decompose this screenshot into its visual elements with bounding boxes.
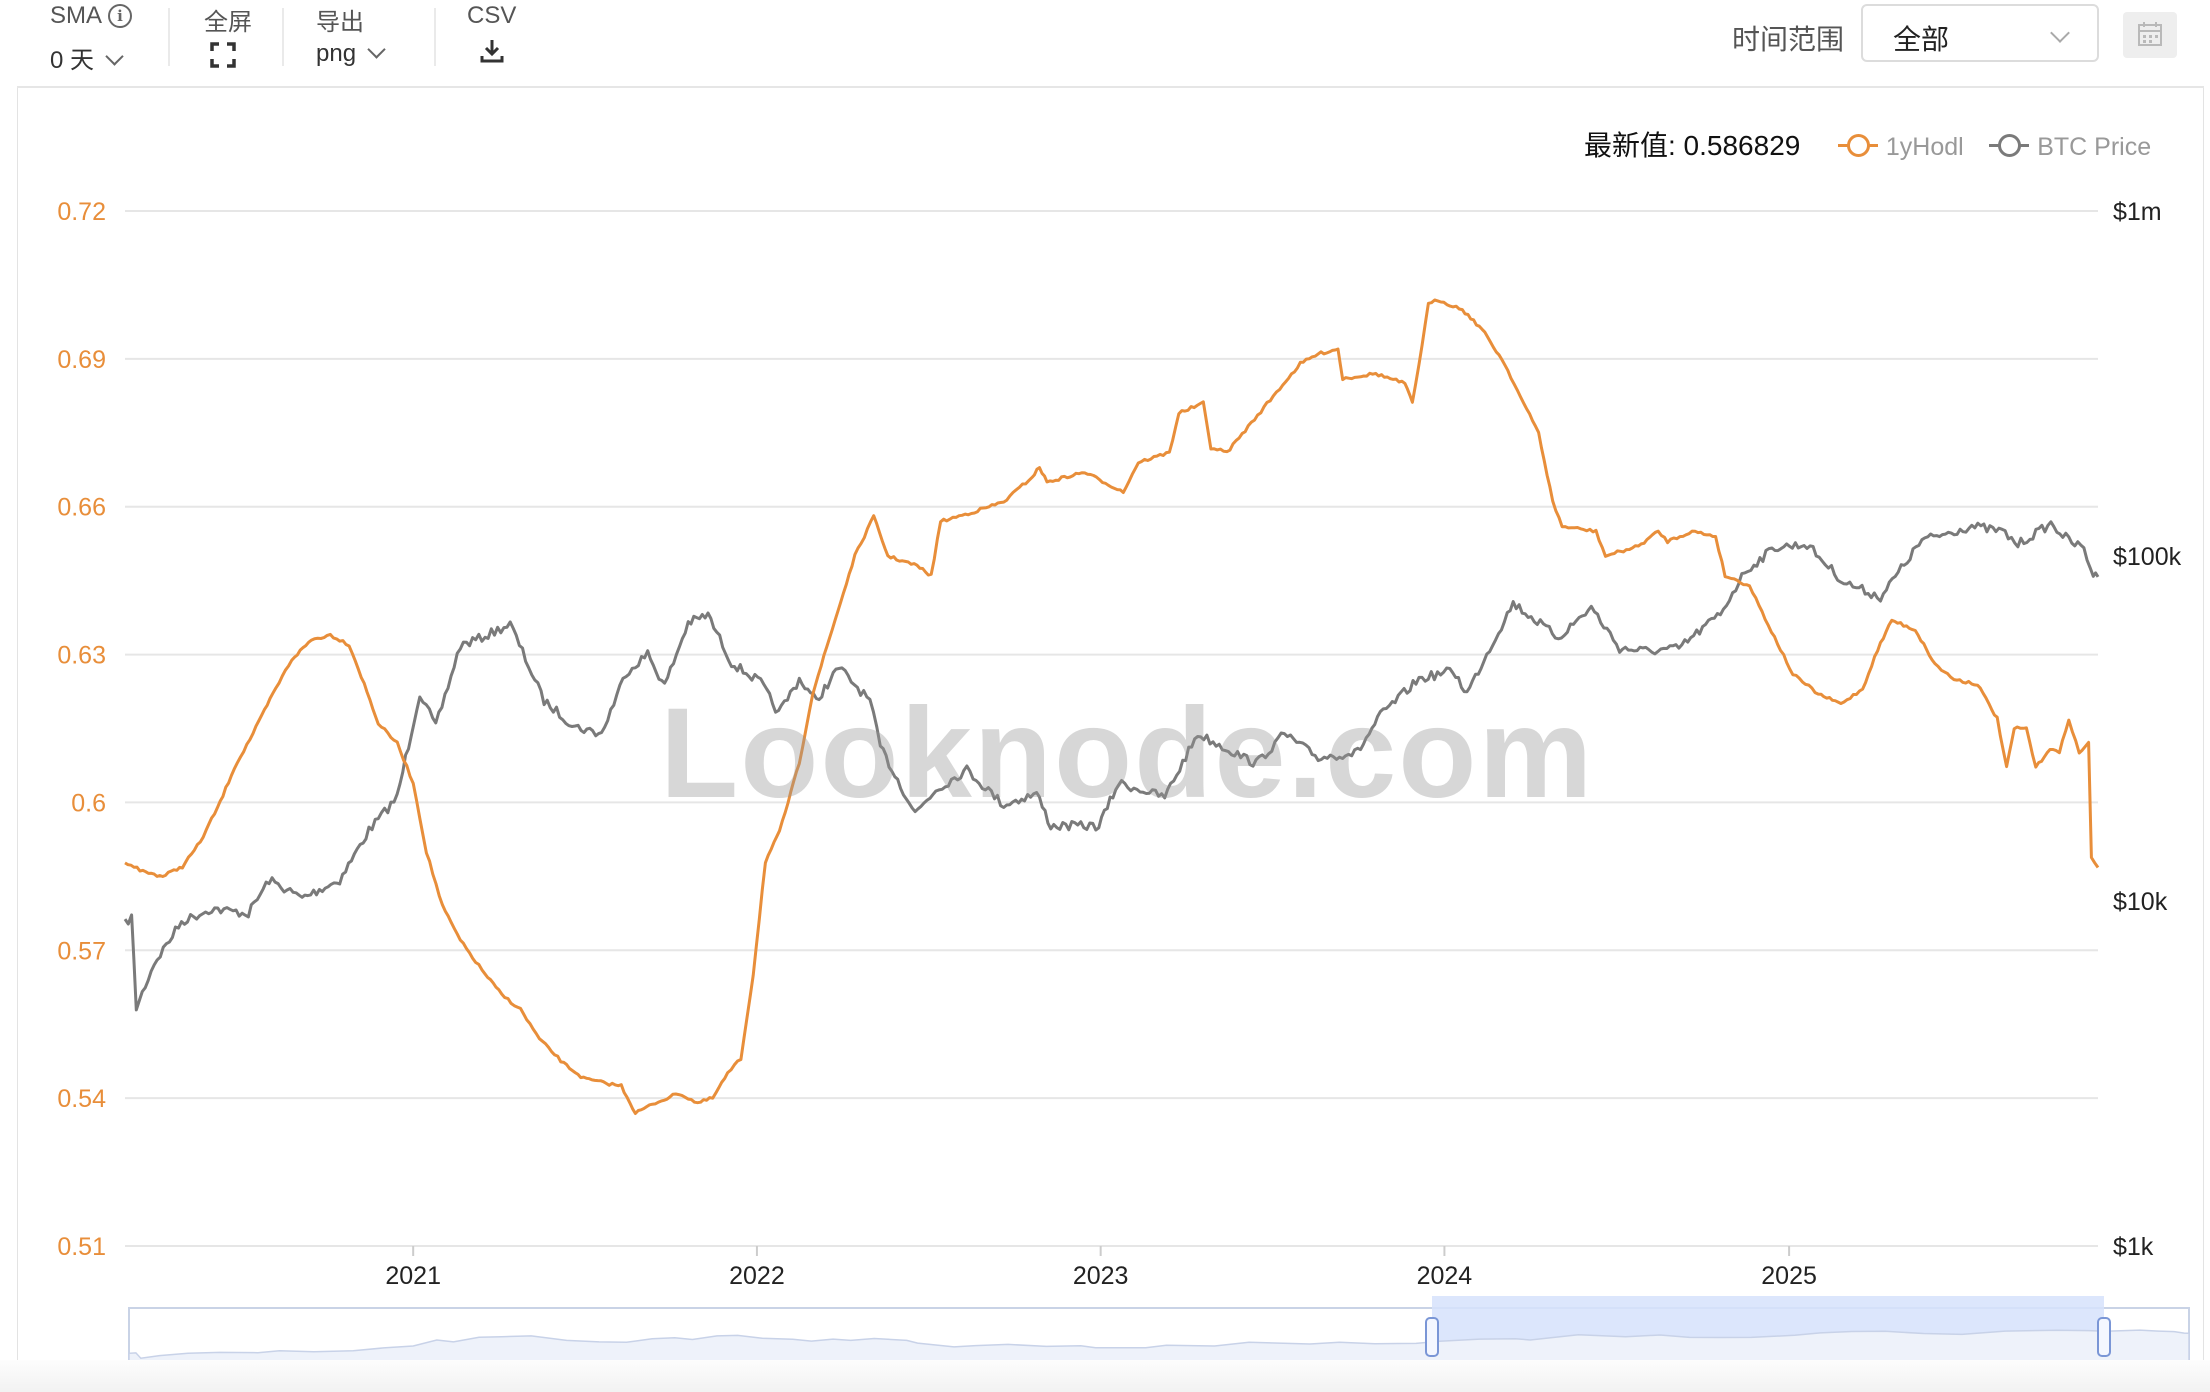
csv-label: CSV bbox=[467, 2, 517, 29]
y-right-tick-label: $1m bbox=[2113, 198, 2162, 226]
y-left-tick-label: 0.69 bbox=[57, 346, 106, 374]
chart-panel bbox=[17, 0, 2204, 1392]
x-tick-label: 2022 bbox=[729, 1262, 785, 1290]
toolbar-divider bbox=[168, 8, 170, 66]
sma-dropdown[interactable]: 0 天 bbox=[50, 40, 124, 75]
navigator-left-handle[interactable] bbox=[1425, 1317, 1439, 1357]
line-marker-icon bbox=[1837, 132, 1878, 158]
line-marker-icon bbox=[1989, 132, 2030, 158]
y-left-tick-label: 0.51 bbox=[57, 1233, 106, 1261]
y-left-tick-label: 0.63 bbox=[57, 642, 106, 670]
fullscreen-control[interactable]: 全屏 bbox=[204, 0, 284, 88]
navigator-right-handle[interactable] bbox=[2097, 1317, 2111, 1357]
x-tick-label: 2024 bbox=[1417, 1262, 1473, 1290]
info-icon[interactable]: i bbox=[108, 4, 133, 28]
x-tick-label: 2025 bbox=[1761, 1262, 1817, 1290]
chart-toolbar: SMA i 0 天 全屏 导出 png CSV 时间范围 全部 bbox=[17, 0, 2204, 88]
navigator-series-preview bbox=[128, 1329, 2190, 1365]
download-icon[interactable] bbox=[480, 38, 504, 71]
legend-label-1yhodl: 1yHodl bbox=[1885, 133, 1964, 161]
y-left-tick-label: 0.54 bbox=[57, 1085, 106, 1113]
y-left-tick-label: 0.66 bbox=[57, 494, 106, 522]
y-left-tick-label: 0.6 bbox=[71, 789, 106, 817]
calendar-icon bbox=[2138, 22, 2162, 46]
fullscreen-icon[interactable] bbox=[210, 42, 236, 75]
calendar-button[interactable] bbox=[2123, 12, 2177, 58]
y-right-tick-label: $1k bbox=[2113, 1233, 2154, 1261]
sma-label: SMA bbox=[50, 2, 103, 29]
csv-control[interactable]: CSV bbox=[467, 0, 527, 88]
sma-control[interactable]: SMA i 0 天 bbox=[50, 0, 170, 88]
legend-label-btc-price: BTC Price bbox=[2037, 133, 2152, 161]
y-right-tick-label: $100k bbox=[2113, 543, 2182, 571]
1yhodl-line[interactable] bbox=[124, 298, 2100, 1115]
toolbar-divider bbox=[434, 8, 436, 66]
btc-price-line[interactable] bbox=[123, 520, 2100, 1012]
time-range-label: 时间范围 bbox=[1731, 24, 1844, 55]
x-tick-label: 2023 bbox=[1073, 1262, 1129, 1290]
bottom-fade bbox=[0, 1360, 2210, 1392]
toolbar-divider bbox=[282, 8, 284, 66]
export-label: 导出 bbox=[316, 9, 364, 36]
export-format-dropdown[interactable]: png bbox=[316, 40, 386, 68]
x-tick-label: 2021 bbox=[385, 1262, 441, 1290]
y-right-tick-label: $10k bbox=[2113, 888, 2168, 916]
export-control[interactable]: 导出 png bbox=[316, 0, 416, 88]
sma-value: 0 天 bbox=[50, 47, 95, 74]
legend-item-btc-price[interactable]: BTC Price bbox=[1989, 133, 2151, 162]
fullscreen-label: 全屏 bbox=[204, 9, 252, 36]
chart-legend: 最新值: 0.586829 1yHodl BTC Price bbox=[1584, 124, 2151, 164]
legend-item-1yhodl[interactable]: 1yHodl bbox=[1837, 132, 1964, 162]
latest-value: 最新值: 0.586829 bbox=[1584, 130, 1801, 161]
time-range-value: 全部 bbox=[1893, 24, 1950, 55]
export-format-value: png bbox=[316, 40, 357, 67]
time-range-select[interactable]: 全部 bbox=[1861, 4, 2099, 62]
y-left-tick-label: 0.57 bbox=[57, 937, 106, 965]
y-left-tick-label: 0.72 bbox=[57, 198, 106, 226]
